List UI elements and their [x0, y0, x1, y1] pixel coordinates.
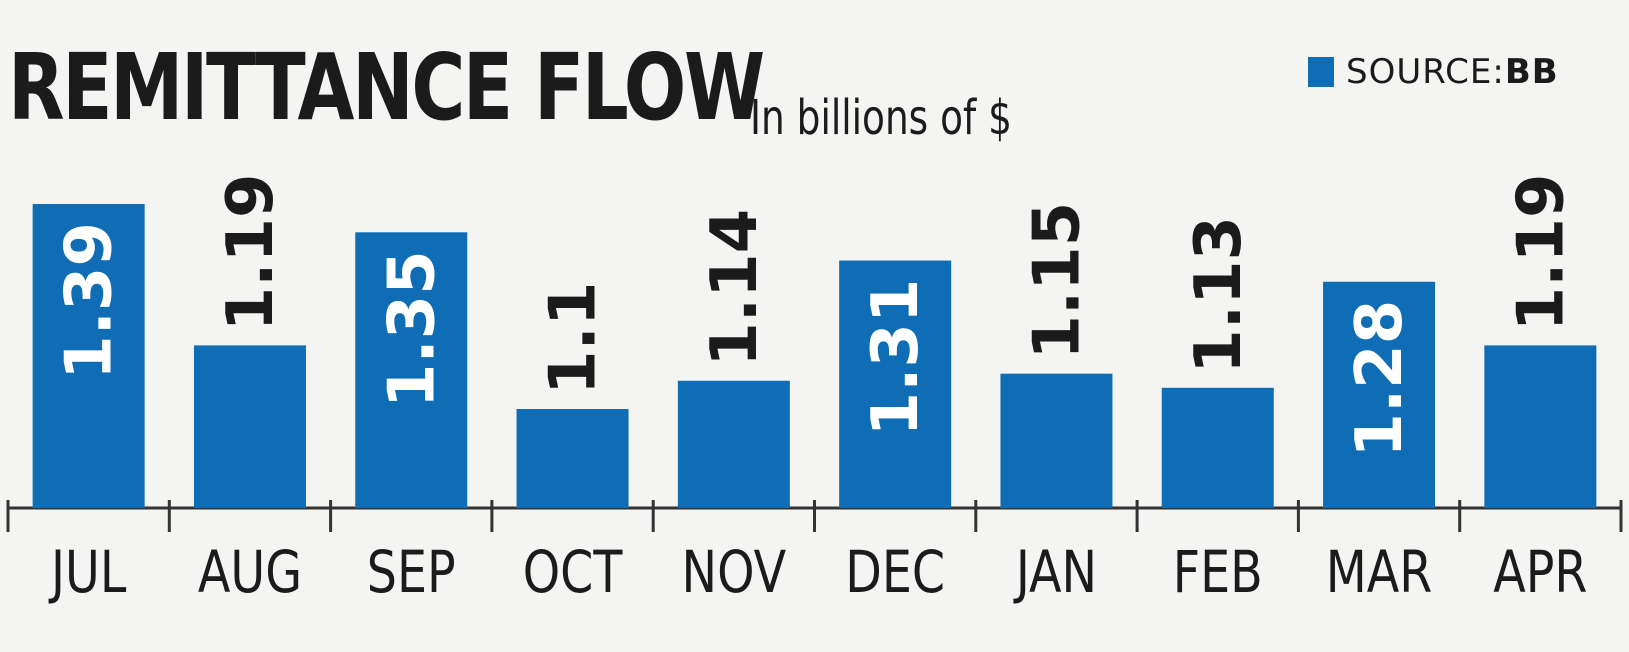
bar [32, 204, 145, 508]
bar-value-label: 1.14 [698, 209, 772, 367]
x-tick-label: JAN [1013, 538, 1097, 606]
x-tick-label: JUL [48, 538, 126, 606]
bar-value-label: 1.1 [537, 282, 611, 395]
bar [1323, 281, 1436, 508]
x-tick-label: APR [1493, 538, 1587, 606]
x-tick-label: AUG [198, 538, 302, 606]
legend-swatch [1308, 57, 1334, 87]
bar-value-label: 1.13 [1182, 216, 1256, 374]
bar [1484, 345, 1597, 508]
bar-value-label: 1.19 [1504, 173, 1578, 331]
bar [1000, 373, 1113, 508]
bar-value-label: 1.15 [1020, 202, 1094, 360]
bar [839, 260, 952, 508]
chart-subtitle: In billions of $ [750, 90, 1012, 146]
bar-value-label: 1.31 [859, 279, 933, 437]
x-tick-label: MAR [1326, 538, 1433, 606]
x-tick-label: DEC [845, 538, 945, 606]
bar-value-label: 1.28 [1343, 300, 1417, 458]
bar [355, 232, 468, 509]
x-tick-label: OCT [523, 538, 623, 606]
bar-value-label: 1.19 [214, 173, 288, 331]
bar [677, 380, 790, 508]
bar [1161, 387, 1274, 508]
bar-value-label: 1.39 [53, 222, 127, 380]
bar [516, 409, 629, 508]
x-tick-label: NOV [682, 538, 787, 606]
legend-source: BB [1504, 52, 1559, 92]
x-tick-label: SEP [367, 538, 456, 606]
x-tick-label: FEB [1173, 538, 1263, 606]
legend: SOURCE:BB [1308, 52, 1559, 92]
legend-text: SOURCE:BB [1346, 52, 1559, 92]
bar-value-label: 1.35 [375, 250, 449, 408]
chart-title: REMITTANCE FLOW [8, 34, 765, 141]
bar [193, 345, 306, 508]
legend-prefix: SOURCE: [1346, 52, 1505, 92]
